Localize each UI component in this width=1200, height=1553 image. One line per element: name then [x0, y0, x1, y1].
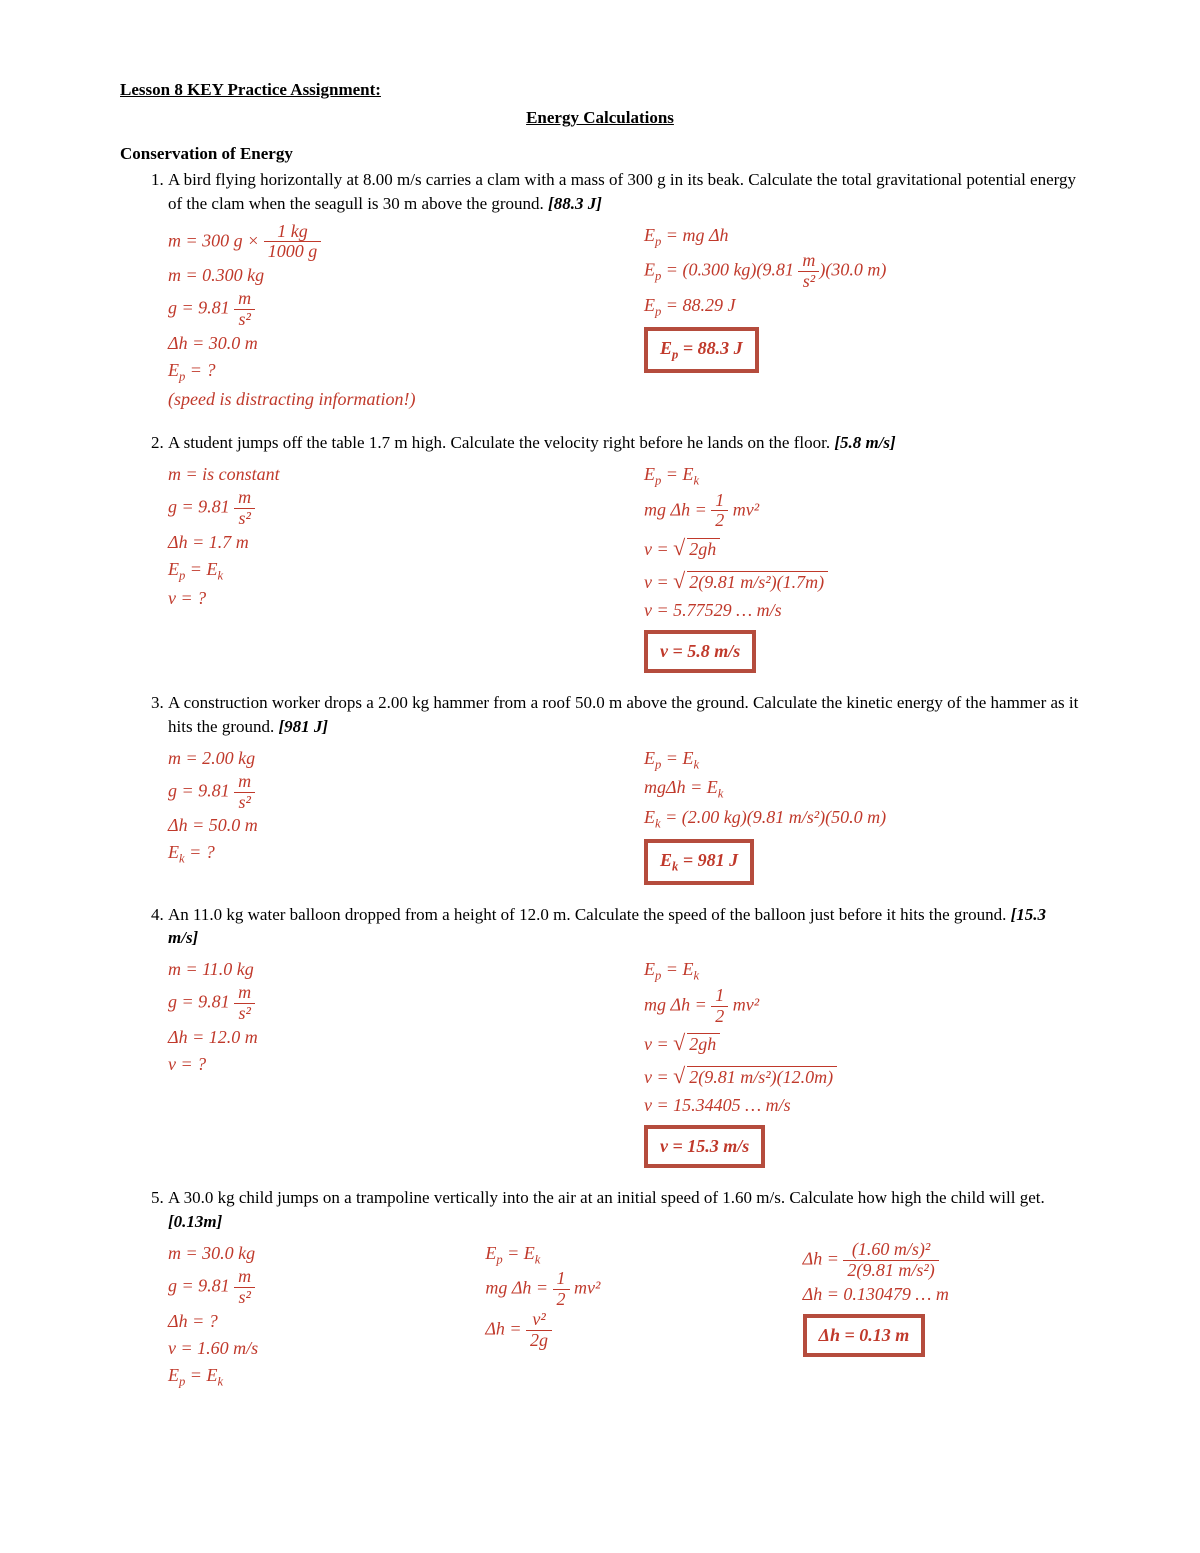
work-line: v = ? — [168, 585, 604, 612]
final-answer-box: Ek = 981 J — [644, 839, 754, 884]
lesson-title: Lesson 8 KEY Practice Assignment: — [120, 80, 1080, 100]
solution-column: Ep = Ekmg Δh = 12 mv²v = √2ghv = √2(9.81… — [644, 956, 1080, 1168]
work-line: Δh = 12.0 m — [168, 1024, 604, 1051]
given-column: m = 11.0 kgg = 9.81 ms²Δh = 12.0 mv = ? — [168, 956, 604, 1168]
problem-text: A 30.0 kg child jumps on a trampoline ve… — [168, 1186, 1080, 1234]
subtitle: Energy Calculations — [120, 108, 1080, 128]
work-line: g = 9.81 ms² — [168, 488, 604, 529]
work-line: Δh = 30.0 m — [168, 330, 604, 357]
work-line: Ep = mg Δh — [644, 222, 1080, 251]
work-line: mg Δh = 12 mv² — [485, 1269, 762, 1310]
work-line: Ek = (2.00 kg)(9.81 m/s²)(50.0 m) — [644, 804, 1080, 833]
work-line: Δh = 50.0 m — [168, 812, 604, 839]
work-line: v = √2(9.81 m/s²)(1.7m) — [644, 564, 1080, 597]
work-line: mg Δh = 12 mv² — [644, 491, 1080, 532]
work-line: Ep = 88.29 J — [644, 292, 1080, 321]
problem-text: A student jumps off the table 1.7 m high… — [168, 431, 1080, 455]
answer-hint: [88.3 J] — [548, 194, 602, 213]
work-line: mg Δh = 12 mv² — [644, 986, 1080, 1027]
work-line: v = √2gh — [644, 531, 1080, 564]
work-line: v = √2gh — [644, 1026, 1080, 1059]
work-line: m = 11.0 kg — [168, 956, 604, 983]
work-line: Ep = Ek — [485, 1240, 762, 1269]
solution-column: Ep = mg ΔhEp = (0.300 kg)(9.81 ms²)(30.0… — [644, 222, 1080, 414]
mid-column: Ep = Ekmg Δh = 12 mv²Δh = v²2g — [485, 1240, 762, 1391]
work-area: m = 11.0 kgg = 9.81 ms²Δh = 12.0 mv = ?E… — [168, 956, 1080, 1168]
work-line: g = 9.81 ms² — [168, 772, 604, 813]
work-line: m = 2.00 kg — [168, 745, 604, 772]
solution-column: Ep = Ekmg Δh = 12 mv²v = √2ghv = √2(9.81… — [644, 461, 1080, 673]
work-line: Ep = (0.300 kg)(9.81 ms²)(30.0 m) — [644, 251, 1080, 292]
final-answer-box: Δh = 0.13 m — [803, 1314, 926, 1357]
answer-hint: [0.13m] — [168, 1212, 222, 1231]
work-line: Δh = 1.7 m — [168, 529, 604, 556]
work-line: g = 9.81 ms² — [168, 1267, 445, 1308]
problem-1: A bird flying horizontally at 8.00 m/s c… — [168, 168, 1080, 413]
given-column: m = 2.00 kgg = 9.81 ms²Δh = 50.0 mEk = ? — [168, 745, 604, 885]
problem-text: An 11.0 kg water balloon dropped from a … — [168, 903, 1080, 951]
work-line: v = 5.77529 … m/s — [644, 597, 1080, 624]
work-line: Ep = Ek — [644, 461, 1080, 490]
answer-hint: [5.8 m/s] — [834, 433, 895, 452]
work-line: Δh = (1.60 m/s)²2(9.81 m/s²) — [803, 1240, 1080, 1281]
work-line: mgΔh = Ek — [644, 774, 1080, 803]
work-area: m = is constantg = 9.81 ms²Δh = 1.7 mEp … — [168, 461, 1080, 673]
work-area: m = 30.0 kgg = 9.81 ms²Δh = ?v = 1.60 m/… — [168, 1240, 1080, 1391]
given-column: m = 300 g × 1 kg1000 gm = 0.300 kgg = 9.… — [168, 222, 604, 414]
work-line: Ep = Ek — [168, 1362, 445, 1391]
work-line: m = is constant — [168, 461, 604, 488]
work-line: Ep = Ek — [644, 956, 1080, 985]
problem-2: A student jumps off the table 1.7 m high… — [168, 431, 1080, 673]
final-answer-box: v = 15.3 m/s — [644, 1125, 765, 1168]
work-line: v = 1.60 m/s — [168, 1335, 445, 1362]
work-area: m = 2.00 kgg = 9.81 ms²Δh = 50.0 mEk = ?… — [168, 745, 1080, 885]
work-line: Δh = v²2g — [485, 1310, 762, 1351]
given-column: m = 30.0 kgg = 9.81 ms²Δh = ?v = 1.60 m/… — [168, 1240, 445, 1391]
work-line: m = 30.0 kg — [168, 1240, 445, 1267]
work-line: v = ? — [168, 1051, 604, 1078]
work-line: Δh = ? — [168, 1308, 445, 1335]
work-line: Ep = ? — [168, 357, 604, 386]
problem-text: A bird flying horizontally at 8.00 m/s c… — [168, 168, 1080, 216]
work-line: v = √2(9.81 m/s²)(12.0m) — [644, 1059, 1080, 1092]
answer-hint: [981 J] — [279, 717, 329, 736]
work-line: Δh = 0.130479 … m — [803, 1281, 1080, 1308]
work-line: m = 0.300 kg — [168, 262, 604, 289]
final-answer-box: v = 5.8 m/s — [644, 630, 756, 673]
problem-5: A 30.0 kg child jumps on a trampoline ve… — [168, 1186, 1080, 1391]
work-line: m = 300 g × 1 kg1000 g — [168, 222, 604, 263]
work-line: g = 9.81 ms² — [168, 983, 604, 1024]
solution-column: Ep = EkmgΔh = EkEk = (2.00 kg)(9.81 m/s²… — [644, 745, 1080, 885]
work-line: (speed is distracting information!) — [168, 386, 604, 413]
problem-4: An 11.0 kg water balloon dropped from a … — [168, 903, 1080, 1169]
work-line: Ep = Ek — [644, 745, 1080, 774]
work-line: g = 9.81 ms² — [168, 289, 604, 330]
given-column: m = is constantg = 9.81 ms²Δh = 1.7 mEp … — [168, 461, 604, 673]
work-area: m = 300 g × 1 kg1000 gm = 0.300 kgg = 9.… — [168, 222, 1080, 414]
problems-list: A bird flying horizontally at 8.00 m/s c… — [120, 168, 1080, 1391]
problem-text: A construction worker drops a 2.00 kg ha… — [168, 691, 1080, 739]
work-line: Ep = Ek — [168, 556, 604, 585]
solution-column: Δh = (1.60 m/s)²2(9.81 m/s²)Δh = 0.13047… — [803, 1240, 1080, 1391]
answer-hint: [15.3 m/s] — [168, 905, 1046, 948]
problem-3: A construction worker drops a 2.00 kg ha… — [168, 691, 1080, 885]
work-line: Ek = ? — [168, 839, 604, 868]
work-line: v = 15.34405 … m/s — [644, 1092, 1080, 1119]
section-header: Conservation of Energy — [120, 144, 1080, 164]
final-answer-box: Ep = 88.3 J — [644, 327, 759, 372]
